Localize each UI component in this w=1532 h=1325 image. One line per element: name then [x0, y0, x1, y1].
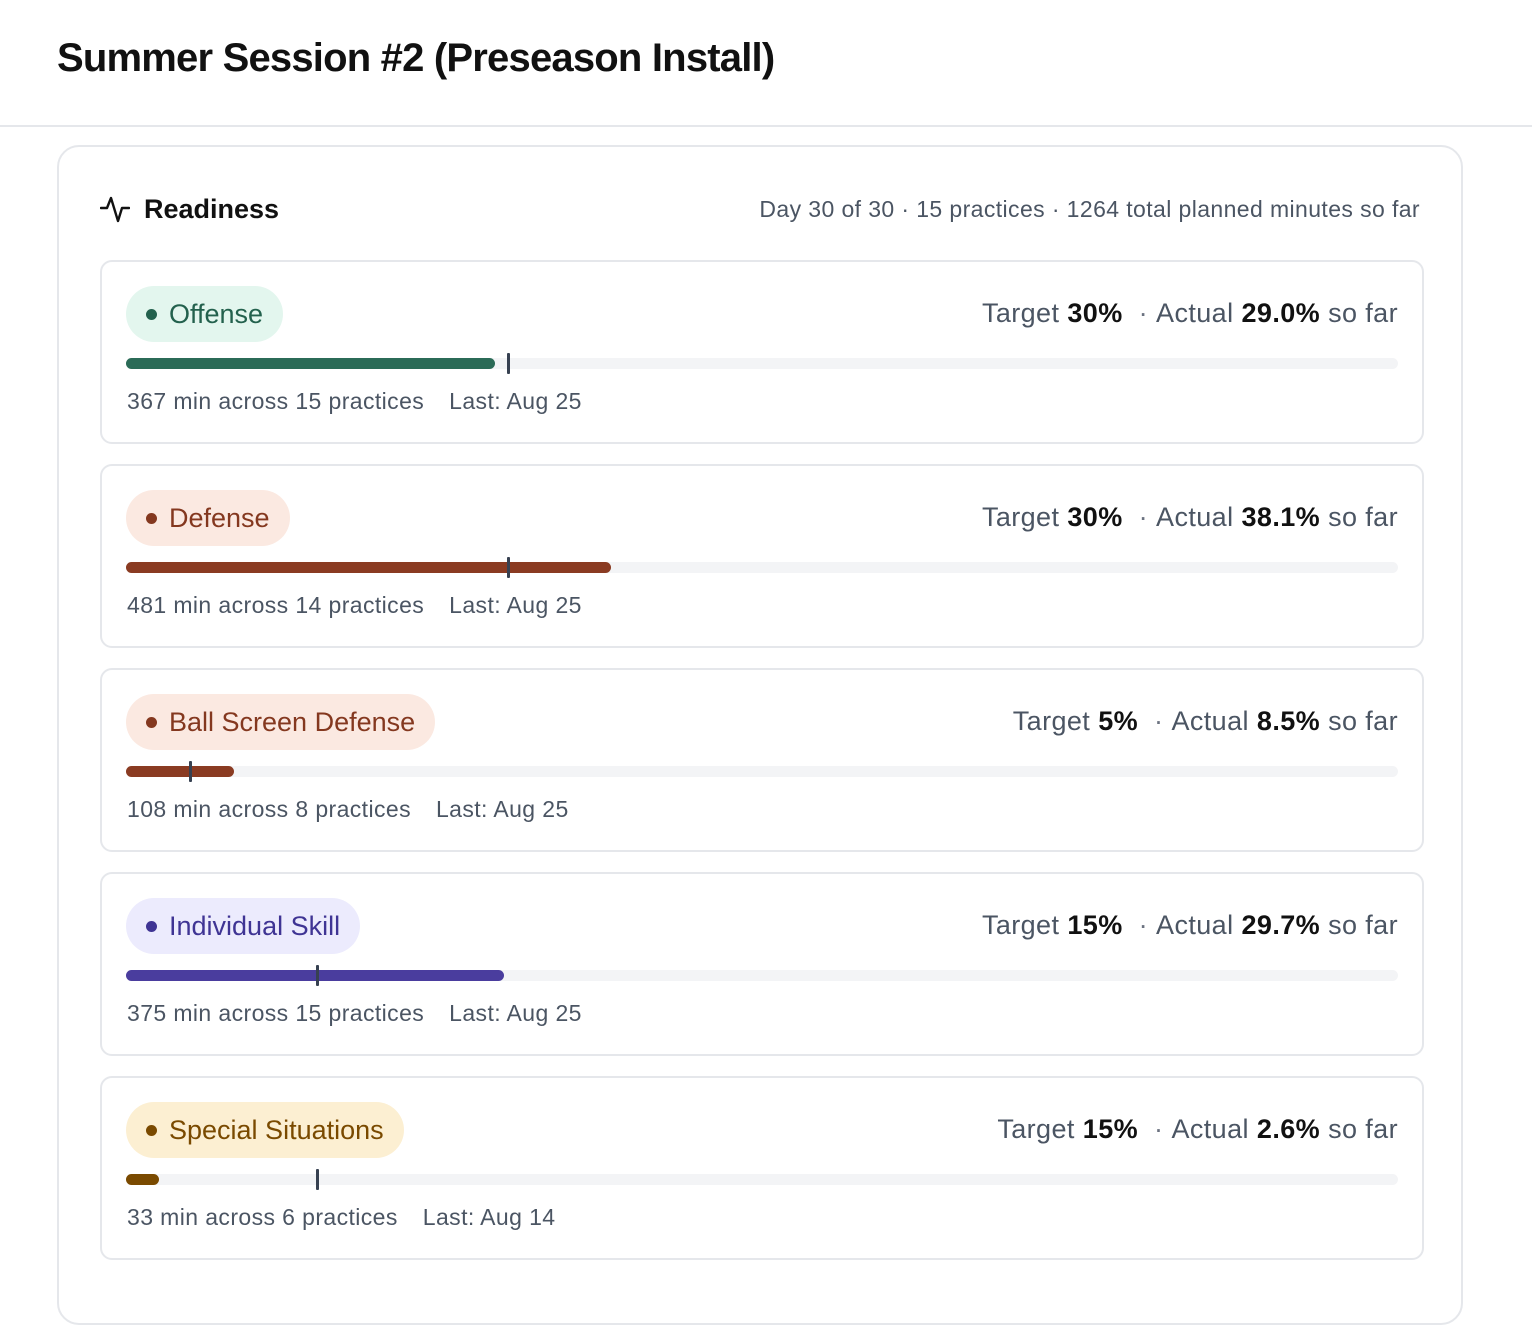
category-meta: 33 min across 6 practices Last: Aug 14 [127, 1204, 555, 1231]
minutes-summary: 481 min across 14 practices [127, 592, 425, 618]
category-name: Special Situations [169, 1114, 384, 1145]
actual-label: Actual [1156, 298, 1234, 328]
category-name: Offense [169, 298, 264, 329]
target-label: Target [997, 1114, 1075, 1144]
readiness-summary: Day 30 of 30 · 15 practices · 1264 total… [759, 195, 1420, 222]
target-actual-ratio: Target 30% · Actual 38.1% so far [982, 502, 1398, 533]
category-dot-icon [146, 920, 157, 932]
activity-pulse-icon [100, 196, 130, 223]
readiness-header: Readiness Day 30 of 30 · 15 practices · … [100, 191, 1420, 227]
so-far-label: so far [1328, 1114, 1398, 1144]
actual-value: 29.0% [1241, 298, 1321, 328]
minutes-summary: 375 min across 15 practices [127, 1000, 425, 1026]
target-marker [315, 965, 319, 986]
target-marker [506, 557, 510, 578]
target-value: 30% [1067, 502, 1123, 532]
last-practice: Last: Aug 25 [435, 796, 569, 822]
last-practice: Last: Aug 25 [449, 388, 582, 414]
category-dot-icon [146, 716, 157, 728]
actual-label: Actual [1156, 910, 1234, 940]
target-actual-ratio: Target 15% · Actual 2.6% so far [997, 1114, 1398, 1145]
last-practice: Last: Aug 25 [449, 592, 582, 618]
target-actual-ratio: Target 5% · Actual 8.5% so far [1013, 706, 1398, 737]
separator: · [1138, 910, 1149, 940]
so-far-label: so far [1328, 706, 1398, 736]
category-dot-icon [146, 1124, 157, 1136]
progress-track [126, 353, 1398, 374]
progress-fill [126, 766, 235, 777]
progress-track [126, 965, 1398, 986]
target-marker [506, 353, 510, 374]
category-list: Offense Target 30% · Actual 29.0% so far… [100, 260, 1424, 1280]
category-card: Special Situations Target 15% · Actual 2… [100, 1076, 1424, 1260]
minutes-summary: 367 min across 15 practices [127, 388, 425, 414]
target-value: 30% [1067, 298, 1123, 328]
target-actual-ratio: Target 15% · Actual 29.7% so far [982, 910, 1398, 941]
target-marker [315, 1169, 319, 1190]
category-pill: Ball Screen Defense [126, 694, 436, 750]
progress-fill [126, 562, 611, 573]
separator: · [1138, 502, 1149, 532]
category-pill: Special Situations [126, 1102, 404, 1158]
readiness-title: Readiness [144, 193, 280, 224]
category-meta: 367 min across 15 practices Last: Aug 25 [127, 388, 582, 415]
actual-label: Actual [1171, 706, 1249, 736]
category-dot-icon [146, 512, 157, 524]
actual-label: Actual [1171, 1114, 1249, 1144]
so-far-label: so far [1328, 502, 1398, 532]
actual-value: 38.1% [1241, 502, 1321, 532]
target-actual-ratio: Target 30% · Actual 29.0% so far [982, 298, 1398, 329]
page-title: Summer Session #2 (Preseason Install) [57, 36, 775, 80]
so-far-label: so far [1328, 298, 1398, 328]
category-meta: 108 min across 8 practices Last: Aug 25 [127, 796, 569, 823]
so-far-label: so far [1328, 910, 1398, 940]
category-meta: 481 min across 14 practices Last: Aug 25 [127, 592, 582, 619]
minutes-summary: 33 min across 6 practices [127, 1204, 398, 1230]
separator: · [1154, 1114, 1164, 1144]
readiness-title-group: Readiness [100, 194, 279, 225]
progress-fill [126, 1174, 160, 1185]
category-card: Offense Target 30% · Actual 29.0% so far… [100, 260, 1424, 444]
page-header: Summer Session #2 (Preseason Install) [0, 0, 1532, 127]
category-card: Ball Screen Defense Target 5% · Actual 8… [100, 668, 1424, 852]
target-value: 15% [1067, 910, 1123, 940]
category-name: Ball Screen Defense [169, 706, 416, 737]
actual-value: 2.6% [1256, 1114, 1321, 1144]
actual-value: 29.7% [1241, 910, 1321, 940]
last-practice: Last: Aug 14 [422, 1204, 556, 1230]
target-label: Target [981, 298, 1060, 328]
progress-track [126, 557, 1398, 578]
target-value: 5% [1098, 706, 1139, 736]
separator: · [1138, 298, 1149, 328]
separator: · [1154, 706, 1164, 736]
category-card: Defense Target 30% · Actual 38.1% so far… [100, 464, 1424, 648]
last-practice: Last: Aug 25 [449, 1000, 582, 1026]
minutes-summary: 108 min across 8 practices [127, 796, 411, 822]
actual-value: 8.5% [1256, 706, 1321, 736]
progress-fill [126, 970, 504, 981]
progress-track [126, 761, 1398, 782]
category-dot-icon [146, 308, 157, 320]
progress-track [126, 1169, 1398, 1190]
category-name: Individual Skill [169, 910, 341, 941]
category-meta: 375 min across 15 practices Last: Aug 25 [127, 1000, 582, 1027]
category-pill: Offense [126, 286, 284, 342]
actual-label: Actual [1156, 502, 1234, 532]
readiness-panel: Readiness Day 30 of 30 · 15 practices · … [57, 145, 1463, 1325]
category-pill: Individual Skill [126, 898, 361, 954]
target-value: 15% [1082, 1114, 1139, 1144]
progress-fill [126, 358, 495, 369]
target-marker [188, 761, 192, 782]
category-pill: Defense [126, 490, 290, 546]
target-label: Target [981, 910, 1060, 940]
target-label: Target [1012, 706, 1091, 736]
target-label: Target [981, 502, 1060, 532]
category-card: Individual Skill Target 15% · Actual 29.… [100, 872, 1424, 1056]
category-name: Defense [169, 502, 270, 533]
